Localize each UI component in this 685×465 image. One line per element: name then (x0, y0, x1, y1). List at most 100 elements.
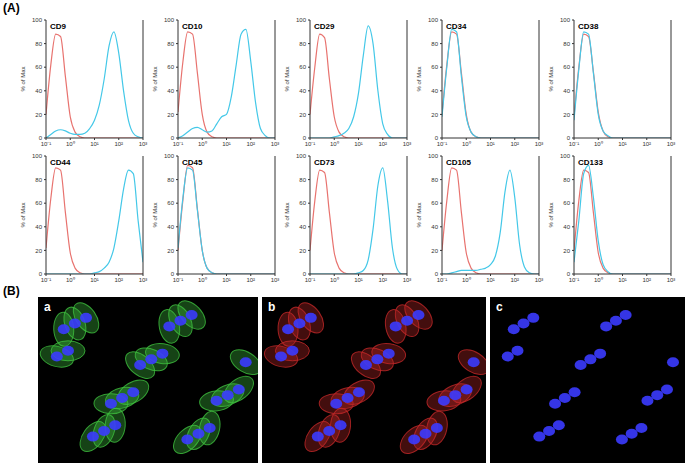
svg-text:10²: 10² (114, 277, 123, 283)
svg-text:10⁻¹: 10⁻¹ (41, 277, 52, 283)
svg-text:10¹: 10¹ (90, 141, 99, 147)
svg-text:100: 100 (428, 17, 439, 23)
svg-text:% of Max: % of Max (548, 66, 554, 91)
svg-text:10¹: 10¹ (354, 141, 363, 147)
svg-text:10⁻¹: 10⁻¹ (41, 141, 52, 147)
svg-text:10³: 10³ (535, 277, 544, 283)
svg-text:100: 100 (164, 153, 175, 159)
svg-text:10¹: 10¹ (222, 141, 231, 147)
svg-text:40: 40 (35, 88, 42, 94)
svg-text:10⁰: 10⁰ (66, 140, 75, 147)
svg-text:60: 60 (563, 200, 570, 206)
svg-text:0: 0 (435, 135, 439, 141)
svg-text:10⁻¹: 10⁻¹ (437, 141, 448, 147)
svg-text:10⁰: 10⁰ (594, 276, 603, 283)
svg-text:10³: 10³ (667, 141, 676, 147)
svg-text:10²: 10² (246, 141, 255, 147)
svg-text:20: 20 (167, 112, 174, 118)
svg-text:10⁰: 10⁰ (198, 276, 207, 283)
svg-text:0: 0 (39, 135, 43, 141)
svg-text:60: 60 (35, 200, 42, 206)
svg-text:10⁻¹: 10⁻¹ (173, 141, 184, 147)
svg-text:10⁻¹: 10⁻¹ (305, 141, 316, 147)
svg-text:0: 0 (435, 271, 439, 277)
svg-text:% of Max: % of Max (152, 66, 158, 91)
svg-text:80: 80 (299, 177, 306, 183)
svg-text:0: 0 (303, 271, 307, 277)
svg-text:40: 40 (431, 88, 438, 94)
svg-text:10³: 10³ (667, 277, 676, 283)
svg-text:% of Max: % of Max (284, 66, 290, 91)
svg-text:80: 80 (167, 177, 174, 183)
svg-text:60: 60 (35, 64, 42, 70)
svg-text:40: 40 (563, 88, 570, 94)
svg-text:% of Max: % of Max (416, 66, 422, 91)
svg-text:% of Max: % of Max (20, 66, 26, 91)
svg-text:% of Max: % of Max (284, 202, 290, 227)
svg-text:0: 0 (39, 271, 43, 277)
svg-text:20: 20 (431, 112, 438, 118)
svg-text:10²: 10² (378, 141, 387, 147)
svg-text:% of Max: % of Max (152, 202, 158, 227)
svg-text:80: 80 (563, 41, 570, 47)
svg-text:% of Max: % of Max (416, 202, 422, 227)
svg-text:% of Max: % of Max (548, 202, 554, 227)
svg-text:60: 60 (299, 200, 306, 206)
svg-text:60: 60 (167, 64, 174, 70)
svg-text:40: 40 (167, 224, 174, 230)
svg-text:60: 60 (431, 200, 438, 206)
svg-text:80: 80 (563, 177, 570, 183)
svg-text:10⁰: 10⁰ (462, 140, 471, 147)
svg-text:10²: 10² (642, 141, 651, 147)
svg-text:20: 20 (431, 248, 438, 254)
svg-text:10²: 10² (378, 277, 387, 283)
svg-text:20: 20 (35, 112, 42, 118)
svg-text:10³: 10³ (403, 277, 412, 283)
svg-text:40: 40 (299, 224, 306, 230)
svg-text:10²: 10² (510, 141, 519, 147)
svg-text:10²: 10² (642, 277, 651, 283)
svg-text:10⁻¹: 10⁻¹ (173, 277, 184, 283)
svg-text:10³: 10³ (271, 141, 280, 147)
svg-text:10³: 10³ (271, 277, 280, 283)
svg-text:40: 40 (167, 88, 174, 94)
svg-text:80: 80 (167, 41, 174, 47)
svg-text:10¹: 10¹ (486, 277, 495, 283)
svg-text:10¹: 10¹ (618, 141, 627, 147)
svg-text:0: 0 (567, 271, 571, 277)
svg-text:10²: 10² (510, 277, 519, 283)
svg-text:20: 20 (299, 248, 306, 254)
svg-text:80: 80 (431, 41, 438, 47)
svg-text:10⁰: 10⁰ (330, 276, 339, 283)
svg-text:20: 20 (167, 248, 174, 254)
svg-text:80: 80 (35, 41, 42, 47)
svg-text:100: 100 (32, 153, 43, 159)
svg-text:10¹: 10¹ (90, 277, 99, 283)
svg-text:100: 100 (296, 153, 307, 159)
svg-text:80: 80 (299, 41, 306, 47)
svg-text:80: 80 (431, 177, 438, 183)
svg-text:10⁰: 10⁰ (594, 140, 603, 147)
svg-text:20: 20 (299, 112, 306, 118)
svg-text:40: 40 (35, 224, 42, 230)
svg-text:10³: 10³ (403, 141, 412, 147)
svg-text:0: 0 (567, 135, 571, 141)
svg-text:60: 60 (299, 64, 306, 70)
svg-text:10⁰: 10⁰ (462, 276, 471, 283)
svg-text:100: 100 (32, 17, 43, 23)
svg-text:0: 0 (303, 135, 307, 141)
svg-text:100: 100 (560, 153, 571, 159)
svg-text:100: 100 (296, 17, 307, 23)
svg-text:% of Max: % of Max (20, 202, 26, 227)
svg-text:10¹: 10¹ (618, 277, 627, 283)
svg-text:100: 100 (560, 17, 571, 23)
svg-text:10³: 10³ (535, 141, 544, 147)
svg-text:10¹: 10¹ (222, 277, 231, 283)
svg-text:100: 100 (164, 17, 175, 23)
svg-text:10²: 10² (114, 141, 123, 147)
svg-text:60: 60 (563, 64, 570, 70)
svg-text:40: 40 (563, 224, 570, 230)
svg-text:10¹: 10¹ (486, 141, 495, 147)
svg-text:10⁻¹: 10⁻¹ (305, 277, 316, 283)
svg-text:10³: 10³ (139, 277, 148, 283)
